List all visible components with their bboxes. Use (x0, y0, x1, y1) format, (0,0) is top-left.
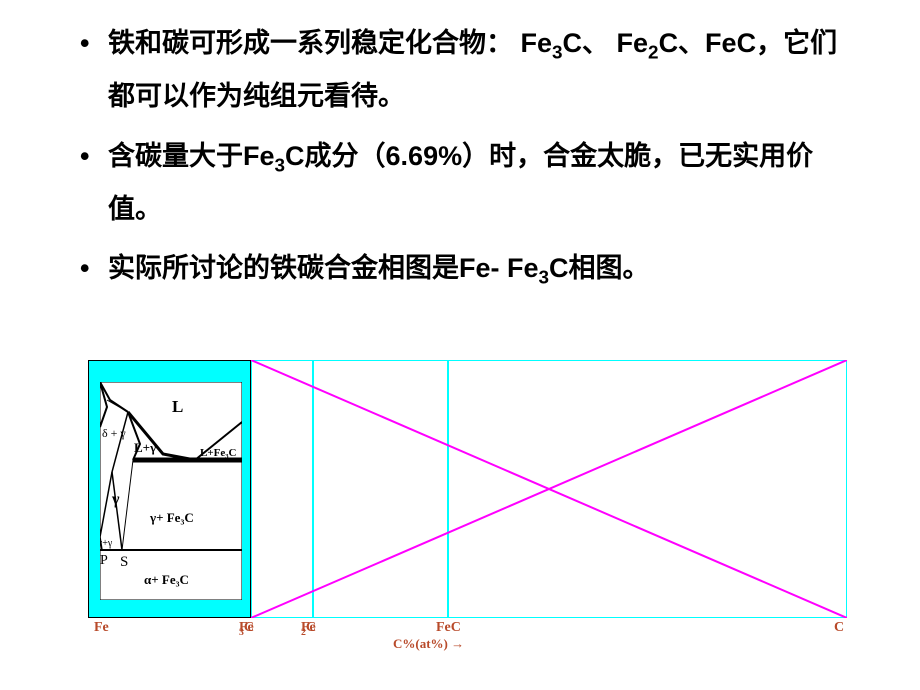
text: 含碳量大于Fe (108, 141, 275, 171)
bullet-item-1: 铁和碳可形成一系列稳定化合物： Fe3C、 Fe2C、FeC，它们都可以作为纯组… (80, 18, 860, 123)
axis-FeC: FeC (436, 620, 461, 636)
label-P: P (100, 553, 108, 568)
text: C相图。 (549, 253, 650, 283)
label-L: L (172, 397, 183, 416)
label-alpha-Fe3C: α+ Fe₃C (144, 572, 189, 587)
label-alpha-gamma: α+γ (100, 538, 113, 549)
sub: 3 (275, 155, 286, 176)
phase-diagram-svg: L δ + γ L+γ L+Fe₃C γ γ+ Fe₃C α+γ P S α+ … (100, 382, 242, 600)
label-L-gamma: L+γ (134, 440, 156, 455)
label-delta-gamma: δ + γ (102, 426, 126, 440)
axis-C: C (834, 620, 844, 636)
text: 铁和碳可形成一系列稳定化合物： Fe (108, 28, 552, 58)
phase-diagram-panel: L δ + γ L+γ L+Fe₃C γ γ+ Fe₃C α+γ P S α+ … (88, 360, 251, 618)
axis-caption: C%(at%) → (393, 636, 464, 652)
bullet-item-3: 实际所讨论的铁碳合金相图是Fe- Fe3C相图。 (80, 243, 860, 296)
axis-Fe: Fe (94, 620, 109, 636)
axis-Fe2C: Fe2C (301, 620, 306, 638)
t: C (306, 620, 316, 636)
diagram-area: L δ + γ L+γ L+Fe₃C γ γ+ Fe₃C α+γ P S α+ … (88, 360, 848, 640)
bullet-item-2: 含碳量大于Fe3C成分（6.69%）时，合金太脆，已无实用价值。 (80, 131, 860, 236)
label-gamma: γ (111, 491, 120, 508)
label-S: S (120, 554, 128, 570)
sub: 3 (552, 42, 563, 63)
axis-Fe3C: Fe3C (239, 620, 244, 638)
label-gamma-Fe3C: γ+ Fe₃C (149, 510, 194, 525)
bullet-list: 铁和碳可形成一系列稳定化合物： Fe3C、 Fe2C、FeC，它们都可以作为纯组… (0, 0, 920, 315)
overlay-svg (251, 360, 847, 618)
label-L-Fe3C: L+Fe₃C (200, 447, 237, 459)
text: 实际所讨论的铁碳合金相图是Fe- Fe (108, 253, 539, 283)
axis-labels: Fe Fe3C Fe2C FeC C C%(at%) → (88, 618, 848, 658)
sub: 3 (539, 268, 550, 289)
t: C (244, 620, 254, 636)
sub: 2 (648, 42, 659, 63)
text: C、 Fe (563, 28, 649, 58)
